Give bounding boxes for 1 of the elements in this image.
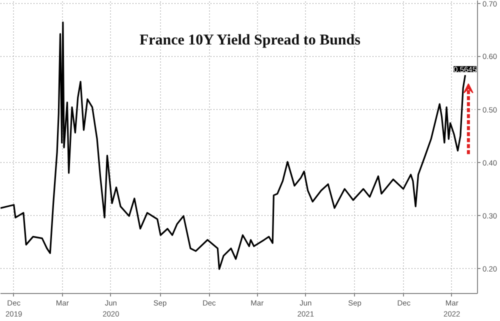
text: France 10Y Yield Spread to Bunds	[139, 32, 361, 48]
